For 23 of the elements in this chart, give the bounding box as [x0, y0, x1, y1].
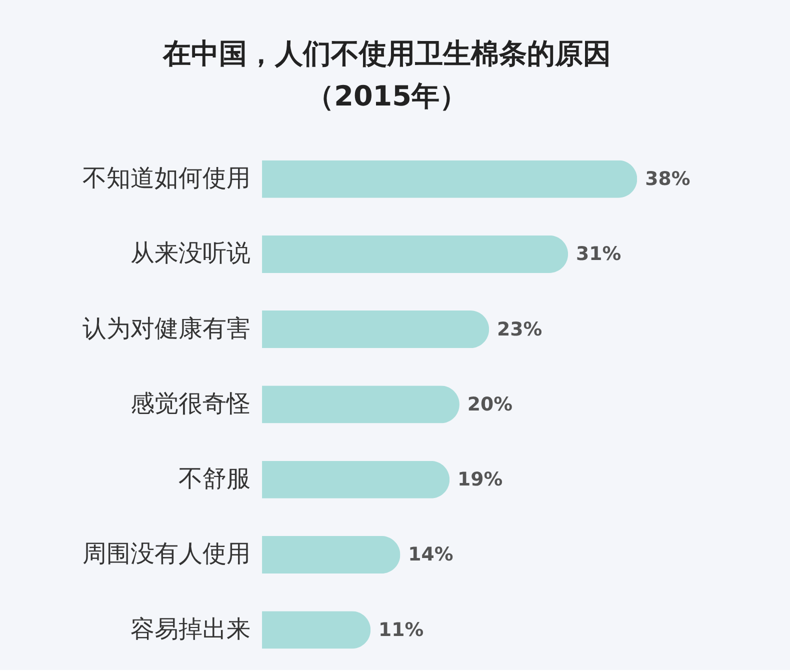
data-label: 20%: [467, 394, 513, 416]
y-tick-label: 不知道如何使用: [82, 164, 251, 192]
bar: [262, 536, 400, 574]
y-tick-label: 容易掉出来: [130, 614, 251, 643]
y-tick-label: 感觉很奇怪: [130, 389, 251, 418]
y-tick-label: 周围没有人使用: [82, 540, 251, 568]
bar: [262, 235, 568, 273]
bar: [262, 310, 490, 348]
data-label: 14%: [408, 544, 454, 566]
bar: [262, 460, 450, 498]
data-label: 31%: [576, 244, 622, 266]
data-label: 23%: [497, 319, 542, 340]
y-tick-label: 认为对健康有害: [82, 314, 251, 342]
data-label: 38%: [645, 168, 690, 190]
chart-subtitle: （2015年）: [306, 80, 468, 113]
y-tick-label: 不舒服: [178, 464, 251, 493]
data-label: 19%: [458, 470, 503, 491]
chart-title: 在中国，人们不使用卫生棉条的原因: [162, 37, 611, 70]
bar: [262, 386, 460, 424]
bar: [262, 611, 371, 649]
bar: [262, 160, 638, 198]
y-tick-label: 从来没听说: [130, 239, 251, 268]
data-label: 11%: [378, 620, 424, 641]
